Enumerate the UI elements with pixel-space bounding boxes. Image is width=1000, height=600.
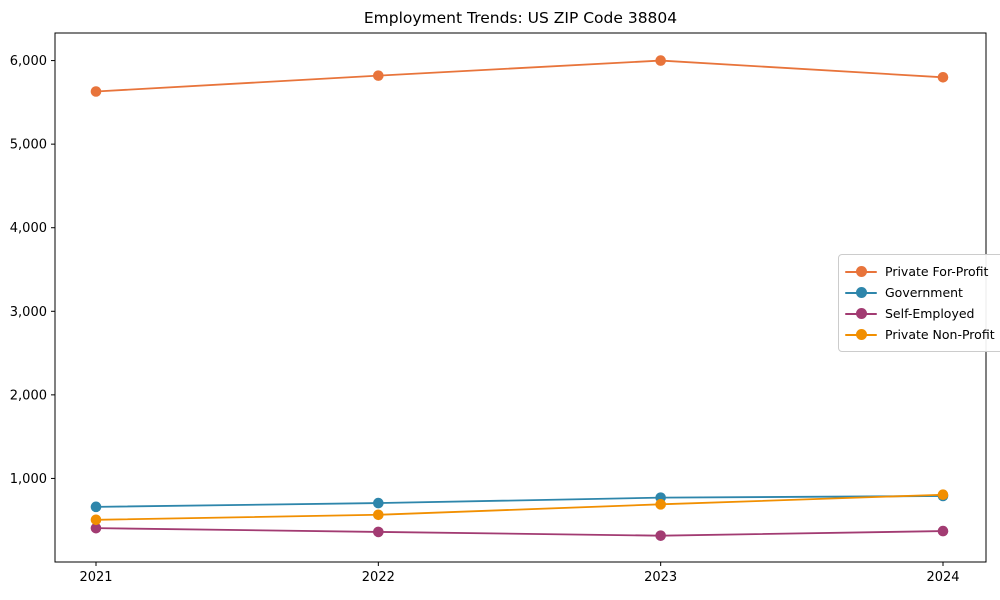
data-point-marker xyxy=(90,514,102,526)
line-dot-marker-icon xyxy=(845,266,877,277)
x-tick-label: 2023 xyxy=(644,570,677,585)
line-dot-marker-icon xyxy=(845,329,877,340)
line-dot-marker-icon xyxy=(845,287,877,298)
legend-entry-self-employed: Self-Employed xyxy=(845,303,995,324)
series-line xyxy=(95,59,944,93)
legend-entry-government: Government xyxy=(845,282,995,303)
data-point-marker xyxy=(90,522,102,534)
data-point-marker xyxy=(937,489,949,501)
data-point-marker xyxy=(937,71,949,83)
chart-title: Employment Trends: US ZIP Code 38804 xyxy=(363,9,678,27)
series-line xyxy=(95,493,944,521)
x-tick-label: 2022 xyxy=(362,570,395,585)
data-point-marker xyxy=(373,497,384,509)
data-point-marker xyxy=(655,499,666,510)
data-point-marker xyxy=(373,509,384,521)
data-point-marker xyxy=(655,55,666,66)
legend-entry-private-non-profit: Private Non-Profit xyxy=(845,324,995,345)
y-tick-label: 4,000 xyxy=(10,221,47,236)
y-tick-label: 5,000 xyxy=(10,138,47,153)
data-point-marker xyxy=(90,86,102,97)
legend-label: Government xyxy=(885,285,963,300)
data-point-marker xyxy=(937,525,949,537)
data-point-marker xyxy=(90,501,102,513)
legend-label: Private For-Profit xyxy=(885,264,989,279)
y-tick-label: 6,000 xyxy=(10,54,47,69)
series-line xyxy=(95,495,944,508)
series-line xyxy=(95,527,944,537)
x-tick-label: 2021 xyxy=(79,570,112,585)
y-tick-label: 1,000 xyxy=(10,472,47,487)
y-tick-label: 2,000 xyxy=(10,388,47,403)
data-point-marker xyxy=(655,530,666,541)
legend-entry-private-for-profit: Private For-Profit xyxy=(845,261,995,282)
legend-label: Private Non-Profit xyxy=(885,327,995,342)
x-tick-label: 2024 xyxy=(926,570,959,585)
legend-label: Self-Employed xyxy=(885,306,975,321)
legend: Private For-Profit Government Self-Emplo… xyxy=(838,254,1000,352)
data-point-marker xyxy=(373,526,384,538)
y-tick-label: 3,000 xyxy=(10,305,47,320)
line-dot-marker-icon xyxy=(845,308,877,319)
data-point-marker xyxy=(373,70,384,81)
